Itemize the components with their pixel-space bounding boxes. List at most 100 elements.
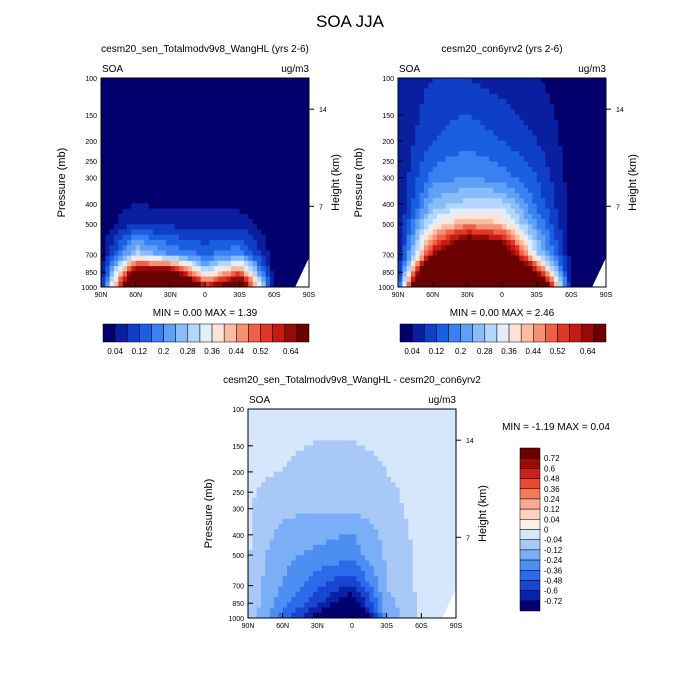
heatmap-cell [122, 78, 128, 84]
heatmap-cell [174, 203, 180, 210]
heatmap-cell [438, 518, 444, 525]
heatmap-cell [209, 187, 215, 194]
heatmap-cell [571, 182, 577, 189]
heatmap-cell [421, 518, 427, 525]
heatmap-cell [458, 203, 464, 210]
heatmap-cell [131, 130, 137, 137]
heatmap-cell [365, 492, 370, 499]
heatmap-cell [252, 109, 258, 116]
heatmap-cell [467, 125, 473, 131]
heatmap-cell [248, 250, 254, 257]
heatmap-cell [541, 83, 546, 90]
heatmap-cell [109, 151, 115, 157]
heatmap-cell [304, 466, 310, 473]
heatmap-cell [489, 78, 494, 84]
y-tick-label: 850 [85, 270, 97, 277]
heatmap-cell [213, 245, 219, 252]
heatmap-cell [261, 177, 267, 184]
heatmap-cell [454, 78, 460, 84]
heatmap-cell [144, 198, 150, 204]
heatmap-cell [515, 187, 520, 194]
heatmap-cell [278, 250, 284, 257]
heatmap-cell [601, 109, 606, 116]
heatmap-cell [196, 187, 202, 194]
heatmap-cell [287, 135, 293, 142]
heatmap-cell [519, 187, 525, 194]
heatmap-cell [352, 487, 357, 494]
heatmap-cell [450, 250, 455, 257]
heatmap-cell [510, 93, 516, 100]
heatmap-cell [428, 187, 434, 194]
heatmap-cell [480, 151, 486, 157]
heatmap-cell [402, 229, 408, 236]
heatmap-cell [528, 281, 533, 287]
heatmap-cell [419, 192, 425, 199]
heatmap-cell [437, 213, 442, 220]
heatmap-cell [101, 119, 106, 126]
heatmap-cell [528, 145, 533, 152]
heatmap-cell [244, 224, 249, 231]
heatmap-cell [200, 219, 206, 225]
heatmap-cell [480, 224, 486, 231]
heatmap-cell [419, 88, 425, 95]
heatmap-cell [326, 492, 331, 499]
heatmap-cell [432, 255, 438, 262]
heatmap-cell [296, 98, 301, 105]
heatmap-cell [304, 518, 310, 525]
heatmap-cell [484, 145, 490, 152]
heatmap-cell [593, 78, 598, 84]
heatmap-cell [434, 492, 440, 499]
heatmap-cell [308, 429, 314, 436]
heatmap-cell [218, 208, 223, 215]
heatmap-cell [321, 409, 327, 415]
heatmap-cell [441, 255, 447, 262]
heatmap-cell [291, 276, 297, 283]
heatmap-cell [265, 93, 271, 100]
heatmap-cell [571, 93, 577, 100]
heatmap-cell [304, 250, 309, 257]
heatmap-cell [205, 156, 210, 163]
heatmap-cell [166, 192, 171, 199]
heatmap-cell [282, 409, 288, 415]
heatmap-cell [131, 166, 137, 173]
heatmap-cell [248, 213, 254, 220]
heatmap-cell [170, 198, 176, 204]
heatmap-cell [441, 177, 447, 184]
heatmap-cell [450, 177, 455, 184]
y-tick-label: 400 [382, 202, 394, 209]
heatmap-cell [265, 471, 271, 478]
heatmap-cell [122, 166, 128, 173]
heatmap-cell [226, 219, 232, 225]
heatmap-cell [270, 229, 275, 236]
heatmap-cell [454, 213, 460, 220]
heatmap-cell [252, 487, 258, 494]
heatmap-cell [458, 276, 464, 283]
right-tick-label: 7 [616, 204, 620, 211]
heatmap-cell [347, 419, 353, 426]
heatmap-cell [282, 508, 288, 515]
heatmap-cell [580, 208, 585, 215]
heatmap-cell [291, 182, 297, 189]
heatmap-cell [506, 177, 512, 184]
heatmap-cell [425, 476, 431, 483]
heatmap-cell [179, 109, 184, 116]
heatmap-cell [386, 492, 392, 499]
heatmap-cell [471, 114, 477, 121]
heatmap-cell [398, 93, 403, 100]
heatmap-cell [192, 239, 197, 246]
heatmap-cell [588, 177, 594, 184]
heatmap-cell [200, 140, 206, 147]
heatmap-cell [562, 93, 568, 100]
heatmap-cell [454, 109, 460, 116]
heatmap-cell [308, 440, 314, 447]
heatmap-cell [515, 203, 520, 210]
heatmap-cell [192, 271, 197, 278]
heatmap-cell [424, 172, 429, 178]
heatmap-cell [408, 440, 414, 447]
heatmap-cell [441, 281, 447, 287]
heatmap-cell [558, 93, 564, 100]
heatmap-cell [536, 203, 542, 210]
heatmap-cell [174, 166, 180, 173]
heatmap-cell [278, 187, 284, 194]
heatmap-cell [497, 182, 503, 189]
